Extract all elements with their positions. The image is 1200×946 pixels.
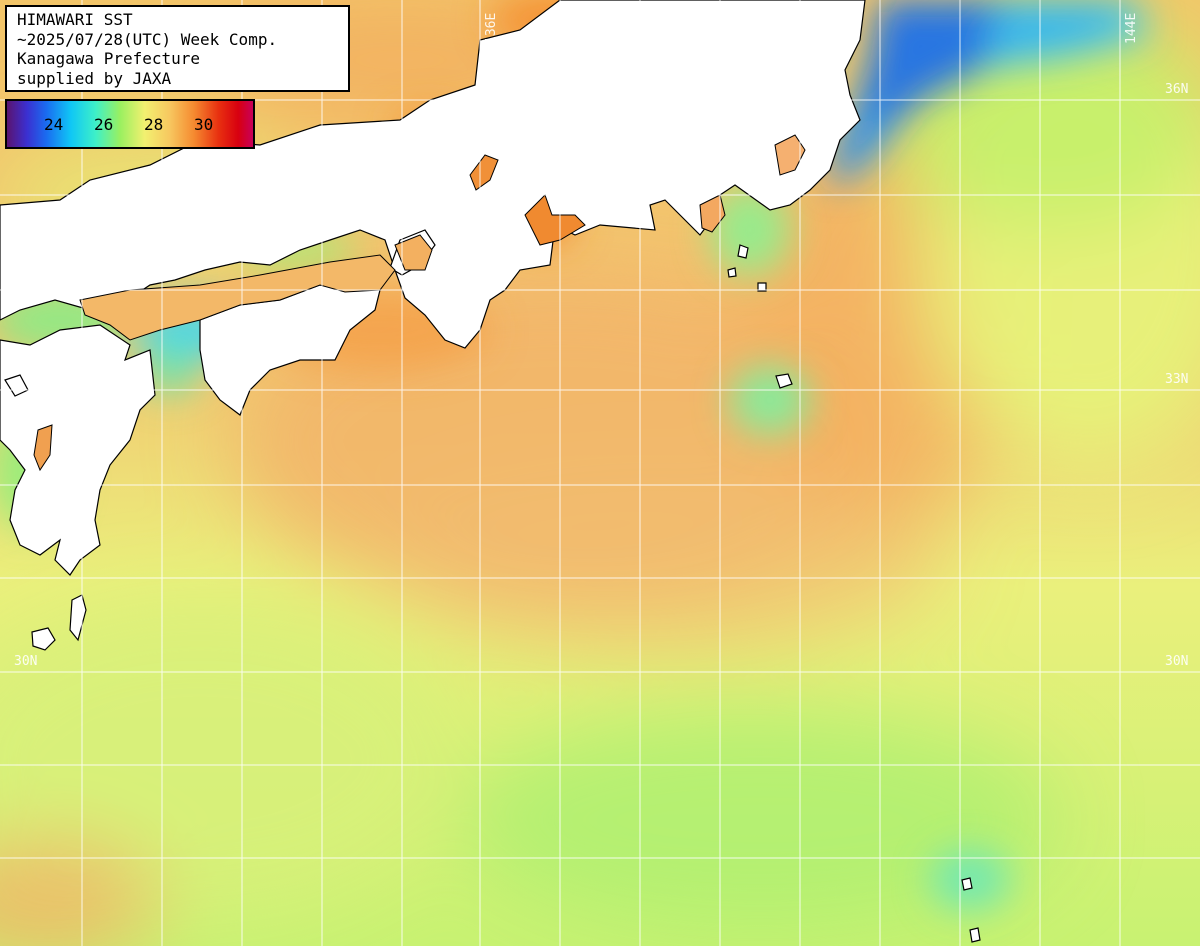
- scale-label-26: 26: [94, 115, 114, 134]
- cold-water: [830, 0, 1150, 190]
- lat-label-30n-right: 30N: [1165, 654, 1189, 669]
- land: [0, 0, 981, 943]
- scale-label-30: 30: [194, 115, 214, 134]
- izu-oshima: [737, 244, 749, 259]
- small-island-2: [727, 267, 737, 278]
- info-date: ~2025/07/28(UTC) Week Comp.: [17, 29, 278, 49]
- info-title: HIMAWARI SST: [17, 10, 133, 29]
- lat-label-33n: 33N: [1165, 372, 1189, 387]
- info-region: Kanagawa Prefecture: [17, 49, 201, 68]
- small-island-3: [961, 877, 973, 891]
- wakasa-bay: [469, 154, 499, 191]
- scale-label-28: 28: [144, 115, 164, 134]
- lon-label-144e: 144E: [1124, 12, 1139, 44]
- lat-label-36n: 36N: [1165, 82, 1189, 97]
- small-island-4: [969, 927, 981, 943]
- honshu-landmass: [0, 0, 866, 349]
- hachijo-island: [775, 373, 793, 389]
- temperature-color-scale: 24 26 28 30: [5, 99, 255, 149]
- kyushu-landmass: [0, 324, 156, 576]
- scale-label-24: 24: [44, 115, 64, 134]
- kagoshima-bay: [33, 424, 53, 472]
- small-island-1: [757, 282, 767, 292]
- suruga-bay: [699, 194, 726, 233]
- lat-label-30n-left: 30N: [14, 654, 38, 669]
- yakushima: [31, 627, 56, 651]
- map-info-box: HIMAWARI SST ~2025/07/28(UTC) Week Comp.…: [5, 5, 350, 92]
- lon-label-136e: 136E: [484, 12, 499, 44]
- bays: [33, 134, 806, 472]
- seto-inland-sea: [79, 254, 396, 341]
- info-credit: supplied by JAXA: [17, 68, 172, 88]
- osaka-bay: [394, 234, 433, 271]
- ise-bay: [524, 194, 586, 246]
